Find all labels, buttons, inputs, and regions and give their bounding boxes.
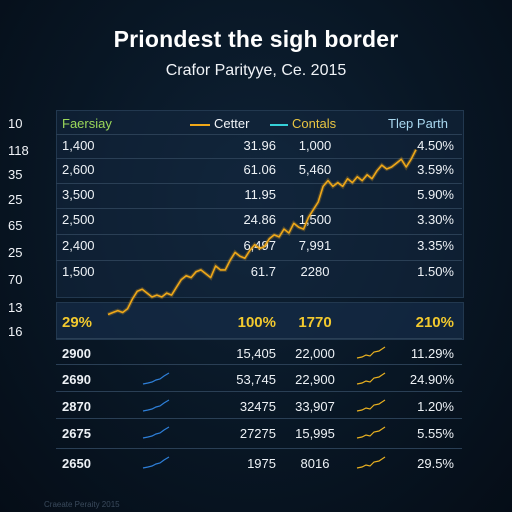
footer-text: Craeate Peraity 2015 <box>44 500 120 509</box>
highlight-value-3: 1770 <box>298 314 332 331</box>
table-cell: 7,991 <box>298 238 332 253</box>
left-label: 16 <box>8 324 23 339</box>
header-col1: Faersiay <box>62 116 112 131</box>
table-row <box>56 234 462 259</box>
table-cell: 2650 <box>62 456 91 471</box>
table-cell: 2,600 <box>62 162 95 177</box>
upper-table-panel <box>56 110 464 298</box>
table-cell: 3.30% <box>417 212 454 227</box>
table-cell: 22,900 <box>295 372 335 387</box>
table-cell: 1.20% <box>417 399 454 414</box>
left-label: 13 <box>8 300 23 315</box>
table-row <box>56 448 462 475</box>
table-row <box>56 391 462 418</box>
table-cell: 2280 <box>300 264 330 279</box>
table-cell: 2,400 <box>62 238 95 253</box>
table-cell: 24.90% <box>409 372 454 387</box>
highlight-value-4: 210% <box>415 314 454 331</box>
chart-subtitle: Crafor Parityye, Ce. 2015 <box>165 62 347 79</box>
header-col4: Tlep Parth <box>388 116 448 131</box>
table-cell: 2,500 <box>62 212 95 227</box>
highlight-panel <box>56 302 464 340</box>
table-cell: 29.5% <box>417 456 454 471</box>
highlight-value-2: 100% <box>237 314 276 331</box>
sparkline-icon <box>142 399 170 412</box>
table-cell: 1,400 <box>62 138 95 153</box>
sparkline-icon <box>356 399 386 412</box>
table-cell: 5,460 <box>298 162 332 177</box>
legend-line-orange <box>190 124 210 126</box>
left-label: 10 <box>8 116 23 131</box>
table-cell: 24.86 <box>243 212 276 227</box>
table-cell: 8016 <box>300 456 330 471</box>
left-label: 65 <box>8 218 23 233</box>
legend-label-2: Contals <box>292 116 337 131</box>
legend-line-cyan <box>270 124 288 126</box>
table-cell: 61.06 <box>243 162 276 177</box>
table-cell: 1975 <box>247 456 276 471</box>
table-cell: 15,995 <box>295 426 335 441</box>
table-cell: 11.29% <box>410 346 454 361</box>
table-cell: 1.50% <box>417 264 454 279</box>
table-cell: 1,500 <box>62 264 95 279</box>
table-cell: 2675 <box>62 426 91 441</box>
left-label: 25 <box>8 192 23 207</box>
table-row <box>56 418 462 445</box>
table-cell: 11.95 <box>244 187 276 202</box>
table-cell: 3.59% <box>417 162 454 177</box>
table-row <box>56 338 462 365</box>
sparkline-icon <box>142 426 170 439</box>
sparkline-icon <box>142 372 170 385</box>
table-cell: 61.7 <box>250 264 276 279</box>
table-cell: 5.90% <box>417 187 454 202</box>
table-cell: 53,745 <box>236 372 276 387</box>
table-cell: 2690 <box>62 372 91 387</box>
table-row <box>56 260 462 285</box>
sparkline-icon <box>356 426 386 439</box>
left-label: 118 <box>8 143 29 158</box>
table-row <box>56 183 462 208</box>
table-cell: 27275 <box>239 426 276 441</box>
table-cell: 5.55% <box>417 426 454 441</box>
sparkline-icon <box>356 372 386 385</box>
table-cell: 1,000 <box>298 138 332 153</box>
table-row <box>56 134 462 159</box>
left-label: 35 <box>8 167 23 182</box>
series-line <box>107 149 417 316</box>
table-cell: 2900 <box>62 346 91 361</box>
highlight-value-1: 29% <box>62 314 93 331</box>
table-row <box>56 208 462 233</box>
table-cell: 22,000 <box>295 346 335 361</box>
table-cell: 3,500 <box>62 187 95 202</box>
left-label: 70 <box>8 272 23 287</box>
table-row <box>56 364 462 391</box>
table-cell: 33,907 <box>295 399 335 414</box>
table-cell: 3.35% <box>417 238 454 253</box>
table-cell: 4.50% <box>417 138 454 153</box>
table-cell: 15,405 <box>236 346 276 361</box>
legend-label-1: Cetter <box>214 116 250 131</box>
sparkline-icon <box>142 456 170 469</box>
table-cell: 32475 <box>239 399 276 414</box>
sparkline-icon <box>356 346 386 359</box>
series-line-glow <box>107 148 418 317</box>
sparkline-icon <box>356 456 386 469</box>
table-cell: 31.96 <box>243 138 276 153</box>
left-label: 25 <box>8 245 23 260</box>
table-cell: 2870 <box>62 399 91 414</box>
table-row <box>56 158 462 183</box>
chart-title: Priondest the sigh border <box>113 26 399 52</box>
